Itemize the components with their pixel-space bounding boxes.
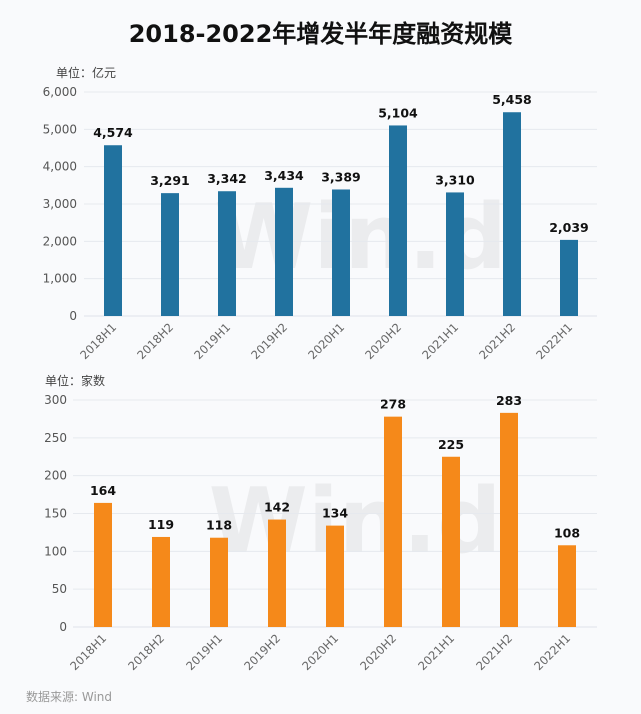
- data-label: 283: [496, 393, 522, 408]
- bar-2020H2: [389, 125, 407, 316]
- unit-label: 单位：亿元: [56, 65, 116, 80]
- x-tick-label: 2021H2: [476, 320, 518, 362]
- bar-2018H1: [94, 502, 112, 627]
- bar-2018H1: [104, 145, 122, 316]
- bar-2020H1: [332, 189, 350, 316]
- y-tick-label: 100: [44, 544, 67, 558]
- y-tick-label: 150: [44, 507, 67, 521]
- y-tick-label: 1,000: [43, 272, 77, 286]
- bar-2022H1: [560, 239, 578, 316]
- data-label: 164: [90, 483, 116, 498]
- bar-2021H2: [503, 112, 521, 316]
- x-tick-label: 2019H1: [191, 320, 233, 362]
- y-tick-label: 2,000: [43, 234, 77, 248]
- bar-2020H2: [384, 416, 402, 627]
- data-label: 5,104: [378, 105, 418, 120]
- data-label: 2,039: [549, 220, 589, 235]
- bar-2018H2: [152, 536, 170, 627]
- data-label: 4,574: [93, 125, 133, 140]
- bar-2020H1: [326, 525, 344, 627]
- bar-2019H1: [218, 191, 236, 316]
- data-label: 3,291: [150, 173, 190, 188]
- y-tick-label: 4,000: [43, 160, 77, 174]
- y-tick-label: 5,000: [43, 122, 77, 136]
- source-note: 数据来源: Wind: [26, 690, 113, 704]
- y-tick-label: 6,000: [43, 85, 77, 99]
- x-tick-label: 2020H1: [305, 320, 347, 362]
- x-tick-label: 2018H2: [125, 631, 167, 673]
- bar-2021H1: [442, 456, 460, 627]
- data-label: 142: [264, 500, 290, 515]
- y-tick-label: 50: [52, 582, 67, 596]
- x-tick-label: 2021H2: [473, 631, 515, 673]
- data-label: 3,310: [435, 172, 475, 187]
- bar-2019H1: [210, 537, 228, 627]
- y-tick-label: 250: [44, 431, 67, 445]
- chart-title: 2018-2022年增发半年度融资规模: [128, 20, 513, 48]
- x-tick-label: 2020H1: [299, 631, 341, 673]
- y-tick-label: 3,000: [43, 197, 77, 211]
- unit-label: 单位：家数: [45, 373, 105, 388]
- bar-2021H2: [500, 412, 518, 627]
- data-label: 5,458: [492, 92, 532, 107]
- x-tick-label: 2022H1: [533, 320, 575, 362]
- x-tick-label: 2022H1: [531, 631, 573, 673]
- data-label: 3,389: [321, 169, 361, 184]
- y-tick-label: 0: [69, 309, 77, 323]
- x-tick-label: 2019H2: [241, 631, 283, 673]
- x-tick-label: 2018H2: [134, 320, 176, 362]
- y-tick-label: 300: [44, 393, 67, 407]
- data-label: 3,434: [264, 168, 304, 183]
- x-tick-label: 2018H1: [77, 320, 119, 362]
- data-label: 3,342: [207, 171, 247, 186]
- y-tick-label: 200: [44, 469, 67, 483]
- bar-2022H1: [558, 545, 576, 627]
- data-label: 119: [148, 517, 174, 532]
- x-tick-label: 2021H1: [419, 320, 461, 362]
- x-tick-label: 2020H2: [357, 631, 399, 673]
- bar-2019H2: [275, 187, 293, 316]
- x-tick-label: 2020H2: [362, 320, 404, 362]
- x-tick-label: 2019H1: [183, 631, 225, 673]
- data-label: 225: [438, 437, 464, 452]
- bar-2018H2: [161, 193, 179, 316]
- x-tick-label: 2021H1: [415, 631, 457, 673]
- data-label: 134: [322, 506, 348, 521]
- bar-2019H2: [268, 519, 286, 627]
- data-label: 108: [554, 525, 580, 540]
- x-tick-label: 2019H2: [248, 320, 290, 362]
- data-label: 118: [206, 518, 232, 533]
- bar-2021H1: [446, 192, 464, 316]
- y-tick-label: 0: [59, 620, 67, 634]
- x-tick-label: 2018H1: [67, 631, 109, 673]
- data-label: 278: [380, 397, 406, 412]
